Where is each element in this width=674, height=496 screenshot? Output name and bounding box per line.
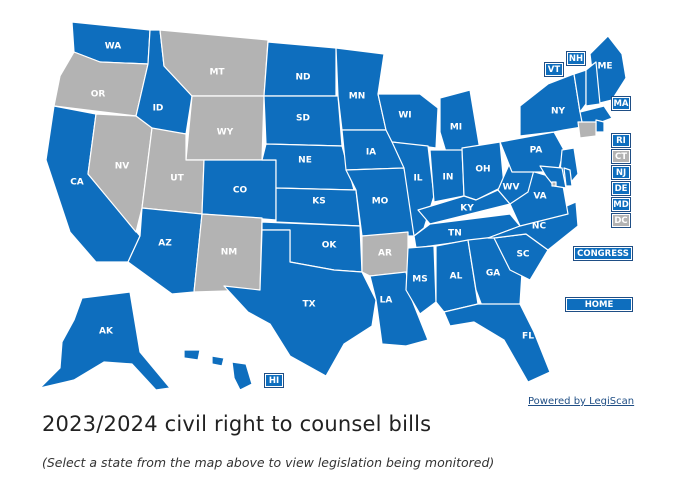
state-mi[interactable] (439, 89, 481, 153)
state-nd[interactable] (263, 41, 337, 97)
state-de[interactable] (563, 167, 573, 187)
state-button-ri[interactable]: RI (611, 133, 631, 148)
state-shapes (39, 21, 627, 391)
state-ak[interactable] (39, 291, 171, 391)
congress-button[interactable]: CONGRESS (573, 246, 633, 261)
state-ma[interactable] (579, 105, 613, 125)
state-nm[interactable] (193, 213, 263, 293)
state-sd[interactable] (263, 95, 343, 147)
state-dc[interactable] (551, 181, 557, 187)
page-title: 2023/2024 civil right to counsel bills (42, 412, 432, 436)
state-ri[interactable] (595, 119, 605, 133)
state-ne[interactable] (261, 143, 355, 191)
state-nh[interactable] (585, 61, 601, 107)
state-ct[interactable] (577, 121, 597, 139)
state-button-md[interactable]: MD (611, 197, 631, 212)
state-button-vt[interactable]: VT (544, 62, 564, 77)
state-button-ma[interactable]: MA (611, 96, 631, 111)
state-button-nh[interactable]: NH (566, 51, 586, 66)
powered-by-link[interactable]: Powered by LegiScan (528, 396, 635, 407)
state-tx[interactable] (223, 229, 377, 377)
state-ks[interactable] (275, 187, 361, 227)
state-fl[interactable] (443, 303, 551, 383)
state-button-hi[interactable]: HI (264, 373, 284, 388)
state-wy[interactable] (185, 95, 265, 161)
state-button-dc[interactable]: DC (611, 213, 631, 228)
state-button-nj[interactable]: NJ (611, 165, 631, 180)
state-button-ct[interactable]: CT (611, 149, 631, 164)
state-co[interactable] (201, 159, 277, 221)
state-wi[interactable] (377, 93, 439, 149)
state-button-de[interactable]: DE (611, 181, 631, 196)
state-in[interactable] (429, 149, 465, 203)
state-pa[interactable] (499, 131, 565, 173)
state-ms[interactable] (405, 245, 437, 315)
state-mn[interactable] (335, 47, 387, 131)
subtitle-text: (Select a state from the map above to vi… (42, 455, 495, 470)
state-ar[interactable] (361, 231, 409, 277)
state-hi[interactable] (183, 349, 253, 391)
home-button[interactable]: HOME (565, 297, 633, 312)
state-md[interactable] (539, 165, 567, 189)
page-subtitle: (Select a state from the map above to vi… (42, 455, 494, 470)
